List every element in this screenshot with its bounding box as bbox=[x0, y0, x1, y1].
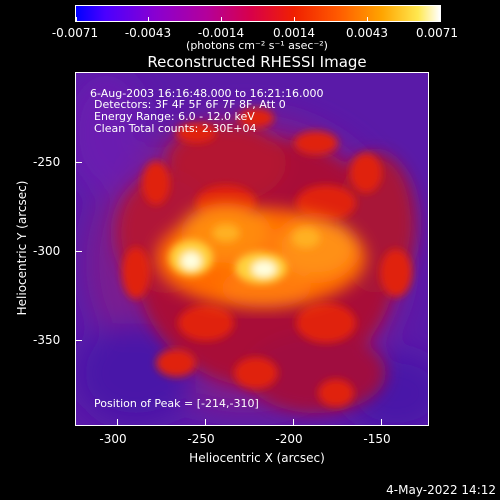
x-tick-label: -250 bbox=[187, 432, 215, 446]
y-tick-mark bbox=[76, 251, 82, 252]
date-stamp: 4-May-2022 14:12 bbox=[386, 483, 496, 497]
colorbar-label: 0.0043 bbox=[346, 26, 388, 40]
colorbar-tick bbox=[439, 17, 440, 21]
colorbar-tick bbox=[76, 17, 77, 21]
colorbar-tick bbox=[367, 17, 368, 21]
x-tick-mark bbox=[293, 419, 294, 425]
annotation-detectors: Detectors: 3F 4F 5F 6F 7F 8F, Att 0 bbox=[94, 98, 286, 111]
colorbar-tick bbox=[294, 17, 295, 21]
annotation-clean: Clean Total counts: 2.30E+04 bbox=[94, 122, 257, 135]
plot-title: Reconstructed RHESSI Image bbox=[147, 53, 367, 71]
colorbar-label: -0.0043 bbox=[124, 26, 172, 40]
rhessi-image-plot bbox=[75, 72, 429, 426]
colorbar bbox=[75, 5, 441, 22]
image-filaments bbox=[122, 108, 412, 407]
colorbar-tick bbox=[221, 17, 222, 21]
y-tick-label: -300 bbox=[33, 244, 61, 258]
y-axis-label: Heliocentric Y (arcsec) bbox=[15, 180, 29, 316]
annotation-peak-position: Position of Peak = [-214,-310] bbox=[94, 397, 259, 410]
y-tick-mark bbox=[76, 162, 82, 163]
x-tick-mark bbox=[117, 419, 118, 425]
y-tick-label: -250 bbox=[33, 155, 61, 169]
x-tick-mark bbox=[381, 419, 382, 425]
y-tick-label: -350 bbox=[33, 333, 61, 347]
rhessi-image bbox=[76, 73, 428, 425]
annotation-time-range: 6-Aug-2003 16:16:48.000 to 16:21:16.000 bbox=[90, 87, 324, 100]
colorbar-tick bbox=[148, 17, 149, 21]
image-peaks bbox=[169, 224, 320, 284]
x-axis-label: Heliocentric X (arcsec) bbox=[189, 451, 325, 465]
colorbar-label: 0.0014 bbox=[273, 26, 315, 40]
x-tick-mark bbox=[205, 419, 206, 425]
x-tick-label: -300 bbox=[99, 432, 127, 446]
y-tick-mark bbox=[76, 340, 82, 341]
x-tick-label: -150 bbox=[363, 432, 391, 446]
annotation-energy: Energy Range: 6.0 - 12.0 keV bbox=[94, 110, 255, 123]
x-tick-label: -200 bbox=[275, 432, 303, 446]
colorbar-units: (photons cm⁻² s⁻¹ asec⁻²) bbox=[186, 39, 328, 52]
colorbar-label: -0.0014 bbox=[197, 26, 245, 40]
colorbar-label: -0.0071 bbox=[51, 26, 99, 40]
colorbar-label: 0.0071 bbox=[416, 26, 458, 40]
